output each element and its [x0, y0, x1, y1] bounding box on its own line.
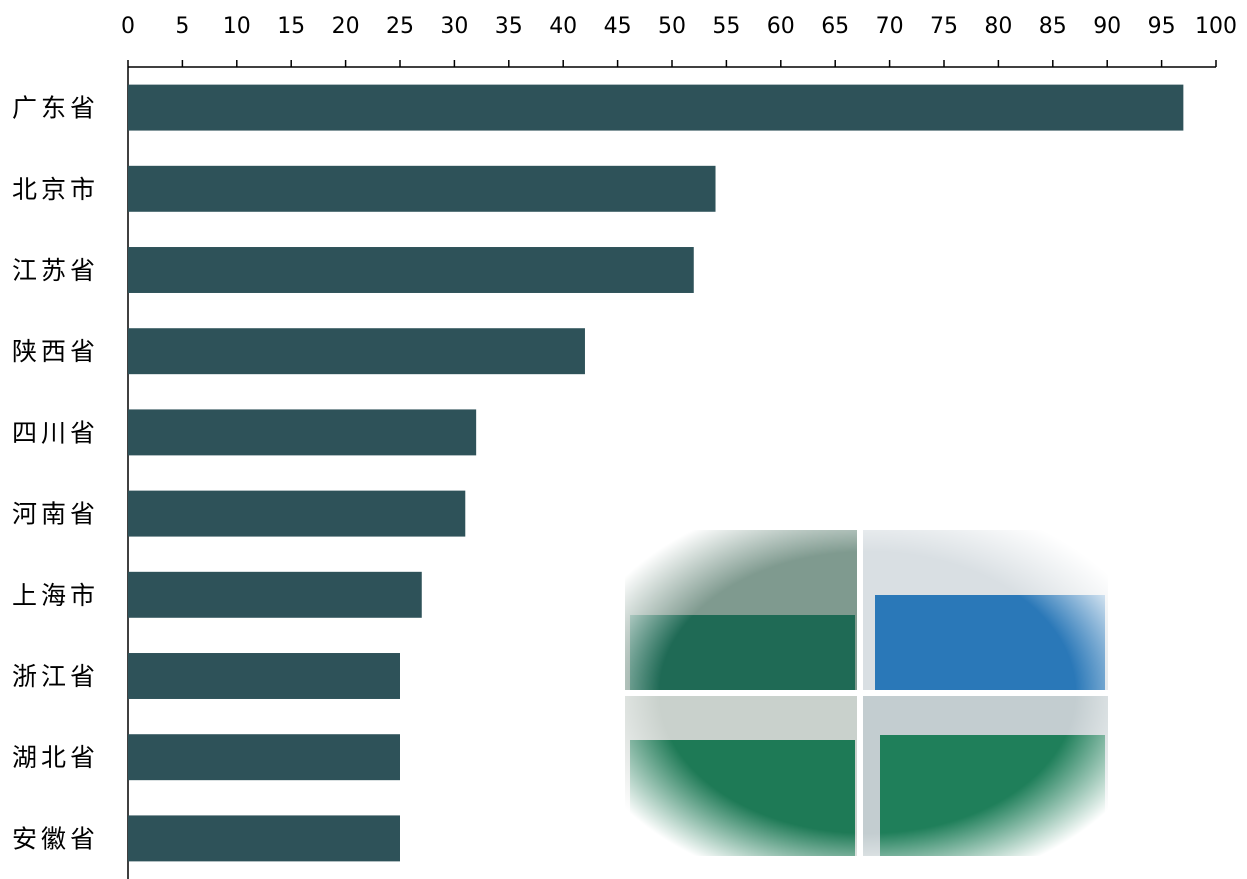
- bar: [128, 409, 477, 456]
- x-tick-label: 15: [277, 14, 305, 39]
- bar: [128, 165, 716, 212]
- x-tick-label: 100: [1195, 14, 1237, 39]
- y-tick-label: 四川省: [12, 418, 99, 447]
- x-tick-label: 80: [984, 14, 1012, 39]
- x-tick-label: 40: [549, 14, 577, 39]
- x-tick-label: 20: [332, 14, 360, 39]
- y-tick-label: 安徽省: [12, 824, 99, 853]
- x-tick-label: 0: [121, 14, 135, 39]
- bar: [128, 84, 1184, 131]
- x-tick-label: 30: [440, 14, 468, 39]
- x-tick-label: 35: [495, 14, 523, 39]
- y-tick-label: 湖北省: [12, 743, 99, 772]
- x-tick-label: 65: [821, 14, 849, 39]
- x-tick-label: 75: [930, 14, 958, 39]
- bar: [128, 571, 422, 618]
- y-tick-label: 上海市: [12, 581, 99, 610]
- x-tick-label: 90: [1093, 14, 1121, 39]
- y-tick-label: 北京市: [12, 175, 99, 204]
- x-tick-label: 25: [386, 14, 414, 39]
- x-tick-label: 55: [712, 14, 740, 39]
- bar: [128, 734, 400, 781]
- x-tick-label: 10: [223, 14, 251, 39]
- y-tick-label: 河南省: [12, 500, 99, 529]
- x-tick-label: 50: [658, 14, 686, 39]
- x-tick-label: 45: [604, 14, 632, 39]
- bar: [128, 328, 585, 375]
- x-tick-label: 5: [175, 14, 189, 39]
- bar: [128, 490, 466, 537]
- y-tick-label: 广东省: [12, 94, 99, 123]
- y-tick-label: 江苏省: [12, 256, 99, 285]
- y-tick-label: 浙江省: [12, 662, 99, 691]
- bar: [128, 653, 400, 699]
- bar: [128, 815, 400, 862]
- x-tick-label: 95: [1148, 14, 1176, 39]
- y-tick-label: 陕西省: [12, 337, 99, 366]
- x-tick-label: 60: [767, 14, 795, 39]
- photo-collage: [620, 525, 1115, 860]
- photo-vignette: [620, 525, 1115, 860]
- bar: [128, 247, 694, 293]
- x-tick-label: 85: [1039, 14, 1067, 39]
- x-tick-label: 70: [876, 14, 904, 39]
